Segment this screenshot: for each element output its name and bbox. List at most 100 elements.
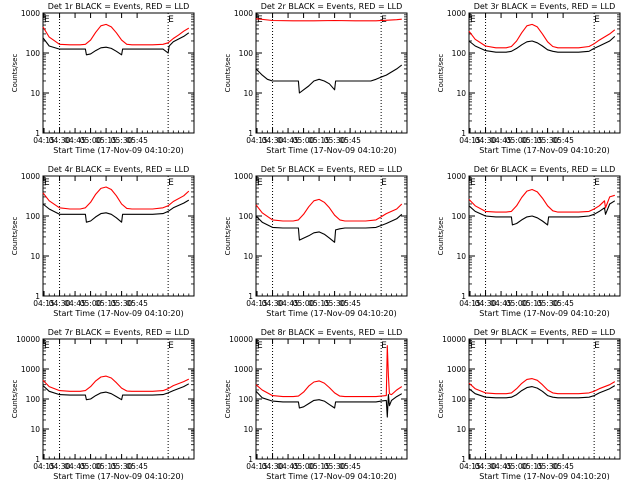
x-tick-label: 05:15 (521, 136, 543, 145)
x-tick-label: 04:45 (277, 136, 299, 145)
x-tick-label: 05:00 (80, 462, 102, 471)
series-line-lld (468, 23, 616, 49)
x-tick-label: 05:15 (521, 462, 543, 471)
x-tick-label: 04:45 (64, 136, 86, 145)
y-tick-label: 10 (30, 252, 40, 261)
e-marker: E (381, 341, 387, 351)
series-line-events (255, 213, 403, 243)
y-axis-label: Counts/sec (437, 54, 445, 93)
x-tick-label: 05:00 (293, 136, 315, 145)
plot-panel-4: Det 4r BLACK = Events, RED = LLD04:1504:… (11, 165, 195, 318)
x-tick-label: 05:00 (293, 462, 315, 471)
y-tick-label: 1 (248, 129, 253, 138)
y-tick-label: 100 (452, 212, 467, 221)
series-line-events (468, 385, 616, 399)
x-tick-label: 05:00 (506, 299, 528, 308)
plot-title: Det 2r BLACK = Events, RED = LLD (261, 2, 403, 11)
y-tick-label: 100 (26, 49, 41, 58)
y-tick-label: 1000 (234, 172, 253, 181)
x-tick-label: 04:15 (459, 299, 481, 308)
plot-title: Det 7r BLACK = Events, RED = LLD (48, 328, 190, 337)
x-axis-label: Start Time (17-Nov-09 04:10:20) (479, 472, 609, 480)
x-tick-label: 04:15 (459, 462, 481, 471)
series-line-events (468, 200, 616, 226)
series-line-lld (468, 378, 616, 395)
y-tick-label: 1000 (21, 9, 40, 18)
y-tick-label: 100 (26, 395, 41, 404)
y-tick-label: 1 (461, 455, 466, 464)
e-marker: E (381, 178, 387, 188)
plot-frame (255, 175, 408, 297)
x-tick-label: 05:30 (324, 299, 346, 308)
x-tick-label: 04:45 (64, 462, 86, 471)
e-marker: E (594, 178, 600, 188)
y-tick-label: 1 (461, 129, 466, 138)
x-tick-label: 04:30 (262, 299, 284, 308)
x-tick-label: 05:45 (126, 462, 148, 471)
x-tick-label: 04:30 (49, 299, 71, 308)
e-marker: E (257, 178, 263, 188)
e-marker: E (44, 15, 50, 25)
y-tick-label: 1 (35, 292, 40, 301)
x-tick-label: 05:15 (95, 299, 117, 308)
x-axis-label: Start Time (17-Nov-09 04:10:20) (479, 146, 609, 155)
y-tick-label: 100 (239, 49, 254, 58)
e-marker: E (594, 15, 600, 25)
x-tick-label: 04:30 (475, 462, 497, 471)
plot-frame (468, 338, 621, 460)
y-tick-label: 1000 (234, 9, 253, 18)
x-tick-label: 04:45 (277, 462, 299, 471)
y-axis-label: Counts/sec (11, 54, 19, 93)
x-tick-label: 04:15 (246, 136, 268, 145)
series-line-events (468, 35, 616, 53)
y-tick-label: 1 (35, 129, 40, 138)
x-tick-label: 05:30 (324, 462, 346, 471)
y-tick-label: 10000 (16, 335, 40, 344)
x-tick-label: 05:30 (537, 136, 559, 145)
x-tick-label: 05:30 (537, 462, 559, 471)
plot-panel-2: Det 2r BLACK = Events, RED = LLD 04:15 04:… (224, 2, 408, 155)
x-tick-label: 04:45 (277, 299, 299, 308)
e-marker: E (594, 341, 600, 351)
plot-title: Det 3r BLACK = Events, RED = LLD (474, 2, 616, 11)
plot-title: Det 1r BLACK = Events, RED = LLD (48, 2, 190, 11)
x-axis-label: Start Time (17-Nov-09 04:10:20) (479, 309, 609, 318)
x-tick-label: 05:45 (126, 136, 148, 145)
e-marker: E (470, 15, 476, 25)
e-marker: E (257, 15, 263, 25)
x-tick-label: 05:45 (339, 136, 361, 145)
y-tick-label: 1000 (447, 172, 466, 181)
x-tick-label: 04:45 (490, 299, 512, 308)
plot-title: Det 8r BLACK = Events, RED = LLD (261, 328, 403, 337)
x-tick-label: 04:30 (49, 136, 71, 145)
y-tick-label: 10 (30, 425, 40, 434)
y-axis-label: Counts/sec (224, 380, 232, 419)
series-line-events (42, 199, 190, 223)
plot-title: Det 6r BLACK = Events, RED = LLD (474, 165, 616, 174)
e-marker: E (168, 15, 174, 25)
y-tick-label: 10000 (229, 335, 253, 344)
e-marker: E (470, 341, 476, 351)
y-tick-label: 1 (461, 292, 466, 301)
e-marker: E (168, 341, 174, 351)
x-tick-label: 04:45 (490, 136, 512, 145)
plot-panel-5: Det 5r BLACK = Events, RED = LLD04:1504:… (224, 165, 408, 318)
x-tick-label: 05:30 (111, 299, 133, 308)
x-tick-label: 04:15 (246, 299, 268, 308)
y-tick-label: 1000 (21, 365, 40, 374)
x-tick-label: 05:30 (111, 462, 133, 471)
x-tick-label: 04:30 (475, 299, 497, 308)
y-tick-label: 10 (243, 425, 253, 434)
x-tick-label: 04:45 (490, 462, 512, 471)
series-line-lld (42, 186, 190, 210)
series-line-lld (255, 198, 403, 222)
x-tick-label: 05:15 (308, 299, 330, 308)
y-tick-label: 100 (452, 49, 467, 58)
plot-panel-8: Det 8r BLACK = Events, RED = LLD04:1504:… (224, 328, 408, 481)
y-tick-label: 100 (239, 395, 254, 404)
x-tick-label: 05:30 (324, 136, 346, 145)
y-tick-label: 1000 (234, 365, 253, 374)
series-line-events (255, 390, 403, 418)
e-marker: E (168, 178, 174, 188)
